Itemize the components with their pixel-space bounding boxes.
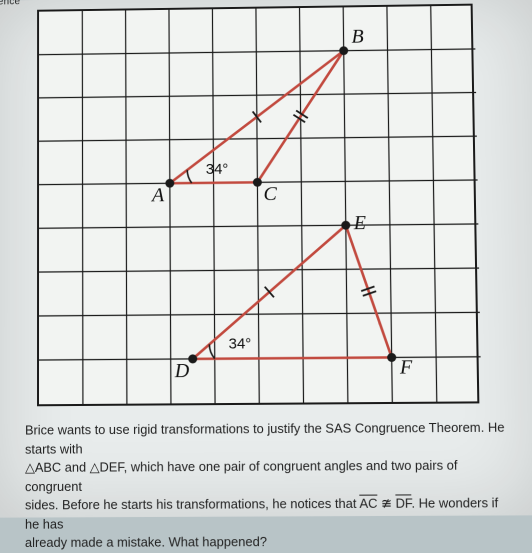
svg-text:B: B [351,26,363,48]
svg-text:C: C [263,183,277,205]
not-congruent: ≇ [377,496,395,511]
text-line-1: Brice wants to use rigid transformations… [25,420,505,457]
segment-ac: AC [359,496,377,511]
triangle-def: △DEF [90,459,124,474]
text-line-3a: sides. Before he starts his transformati… [25,496,359,513]
text-line-4: already made a mistake. What happened? [25,534,267,550]
svg-text:A: A [150,184,165,206]
problem-text: Brice wants to use rigid transformations… [25,418,510,552]
triangle-abc: △ABC [25,460,61,475]
svg-text:F: F [399,356,414,379]
grid-svg: 34° 34° A B C D E F [39,6,481,409]
and-word: and [61,460,90,475]
header-fragment-left: ence [0,0,20,7]
svg-text:34°: 34° [206,162,229,178]
geometry-grid: 34° 34° A B C D E F [37,4,479,407]
svg-text:D: D [174,360,190,382]
svg-text:34°: 34° [229,336,252,352]
segment-df: DF [395,496,411,511]
svg-text:E: E [353,212,367,234]
worksheet-page: ence 34° 34° A B C D E F Brice wants to use rig… [0,0,532,518]
